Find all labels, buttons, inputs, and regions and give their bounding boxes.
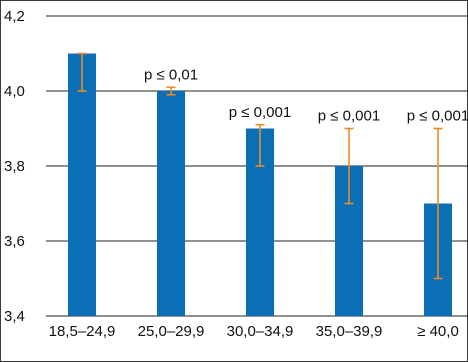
y-tick-label: 4,0: [4, 83, 25, 100]
x-tick-label: 35,0–39,9: [316, 323, 383, 340]
y-tick-label: 3,4: [4, 308, 25, 325]
significance-label: p ≤ 0,001: [407, 108, 468, 125]
significance-label: p ≤ 0,001: [318, 108, 380, 125]
x-tick-label: ≥ 40,0: [417, 323, 459, 340]
bar: [68, 53, 96, 316]
bar: [157, 91, 185, 316]
y-tick-label: 3,6: [4, 233, 25, 250]
y-tick-label: 4,2: [4, 8, 25, 25]
x-tick-label: 18,5–24,9: [49, 323, 116, 340]
x-tick-label: 30,0–34,9: [227, 323, 294, 340]
y-tick-label: 3,8: [4, 158, 25, 175]
significance-label: p ≤ 0,01: [144, 66, 198, 83]
x-tick-label: 25,0–29,9: [138, 323, 205, 340]
significance-label: p ≤ 0,001: [229, 104, 291, 121]
